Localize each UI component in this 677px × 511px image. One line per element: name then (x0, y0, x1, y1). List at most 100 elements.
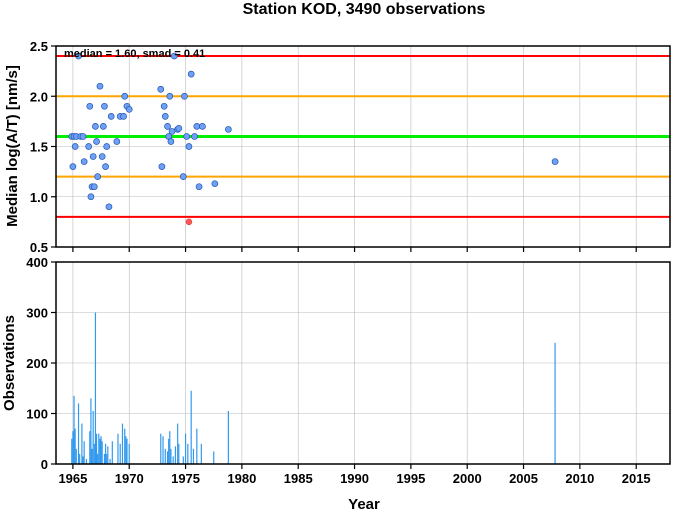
observation-bar (184, 433, 187, 464)
scatter-point (191, 133, 198, 140)
observation-bar (71, 438, 73, 464)
top-reference-lines (56, 55, 670, 218)
observation-bar (125, 436, 127, 464)
x-tick-label: 1990 (340, 471, 369, 486)
scatter-point (80, 158, 88, 165)
scatter-point (85, 143, 93, 150)
scatter-point (183, 133, 191, 140)
scatter-point (199, 123, 206, 130)
bottom-y-tick-label: 0 (41, 457, 48, 472)
scatter-point (164, 123, 171, 130)
observation-bar (90, 398, 92, 464)
x-tick-label: 2010 (565, 471, 594, 486)
observation-bar (106, 453, 108, 464)
scatter-point (125, 105, 133, 113)
bottom-bars (71, 312, 556, 464)
observation-bar (200, 443, 202, 464)
scatter-point (120, 112, 127, 120)
observation-bar (121, 423, 124, 464)
observation-bar (178, 443, 180, 464)
observation-bar (89, 431, 91, 464)
chart-title: Station KOD, 3490 observations (243, 1, 486, 18)
observation-bar (172, 456, 174, 464)
observation-bar (126, 438, 128, 464)
top-x-ticks (72, 247, 637, 252)
bottom-y-tick-label: 100 (26, 407, 48, 422)
observation-bar (177, 423, 179, 464)
bottom-y-tick-label: 400 (26, 255, 48, 270)
outlier-point (185, 218, 193, 226)
x-tick-label: 2015 (622, 471, 651, 486)
observation-bar (73, 395, 75, 464)
observation-bar (72, 431, 74, 464)
observation-bar (85, 458, 88, 464)
scatter-point (175, 125, 183, 132)
observation-bar (182, 456, 184, 464)
observation-bar (91, 448, 93, 464)
observation-bar (187, 443, 189, 464)
observation-bar (111, 441, 113, 464)
bottom-y-axis-title: Observations (1, 315, 18, 411)
scatter-point (193, 123, 201, 130)
observation-bar (168, 438, 170, 464)
scatter-point (89, 153, 97, 160)
scatter-point (181, 92, 188, 100)
x-tick-label: 1970 (115, 471, 144, 486)
scatter-point (167, 138, 175, 145)
observation-bar (174, 446, 177, 464)
observation-bar (107, 446, 109, 464)
observation-bar (196, 428, 198, 464)
observation-bar (100, 436, 102, 464)
bottom-frame (55, 261, 671, 465)
observation-bar (98, 433, 100, 464)
x-tick-label: 2005 (509, 471, 538, 486)
observation-bar (164, 448, 166, 464)
observation-bar (99, 438, 101, 464)
scatter-point (96, 82, 104, 90)
scatter-point (90, 183, 98, 191)
observation-bar (170, 448, 172, 464)
scatter-point (170, 52, 178, 60)
scatter-point (166, 92, 174, 100)
scatter-point (551, 158, 559, 165)
scatter-point (93, 138, 100, 145)
top-y-tick-label: 1.0 (30, 190, 48, 205)
scatter-point (79, 133, 87, 140)
top-points (68, 52, 559, 226)
observation-bar (101, 441, 103, 464)
scatter-point (225, 126, 232, 133)
observation-bar (227, 410, 229, 464)
top-y-ticks: 0.5 1.0 1.5 2.0 2.5 (30, 39, 56, 255)
top-y-tick-label: 0.5 (30, 240, 48, 255)
scatter-point (98, 153, 106, 160)
bottom-y-ticks: 0 100 200 300 400 (26, 255, 56, 472)
top-y-tick-label: 2.0 (30, 89, 48, 104)
x-axis-title: Year (348, 496, 380, 511)
scatter-point (71, 143, 79, 150)
scatter-point (75, 52, 82, 60)
scatter-point (187, 70, 195, 78)
observation-bar (162, 436, 164, 464)
scatter-point (161, 112, 169, 120)
scatter-point (92, 123, 99, 130)
scatter-point (113, 138, 121, 145)
scatter-point (121, 92, 129, 100)
scatter-point (86, 102, 94, 110)
observation-bar (94, 312, 97, 464)
scatter-point (87, 193, 95, 201)
observation-bar (75, 448, 77, 464)
bottom-x-ticks: 1965 1970 1975 1980 1985 1990 1995 2000 2005 2010… (58, 464, 651, 486)
scatter-point (211, 180, 219, 188)
observation-bar (124, 428, 126, 464)
scatter-point (185, 143, 193, 150)
scatter-point (105, 203, 113, 211)
observation-bar (119, 443, 121, 464)
scatter-point (69, 163, 77, 170)
top-y-axis-title: Median log(A/T) [nm/s] (4, 65, 21, 227)
observation-bar (192, 448, 195, 464)
bottom-y-tick-label: 300 (26, 306, 48, 321)
observation-bar (166, 451, 169, 464)
top-y-tick-label: 2.5 (30, 39, 48, 54)
